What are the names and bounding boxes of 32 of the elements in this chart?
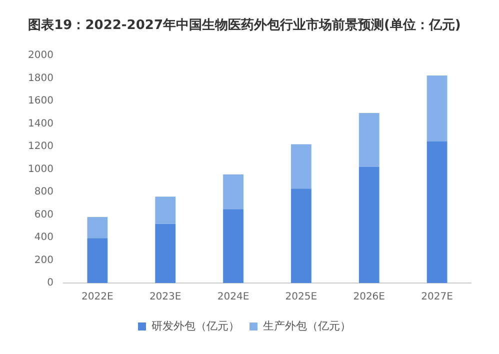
x-tick-label: 2023E: [149, 292, 182, 303]
bar: [426, 76, 448, 142]
bar: [291, 188, 312, 283]
bar: [291, 144, 312, 189]
y-tick-label: 1200: [28, 141, 54, 152]
bar: [87, 238, 108, 283]
y-tick-label: 1400: [28, 118, 54, 130]
x-tick-label: 2025E: [285, 292, 318, 303]
bar: [426, 141, 448, 283]
bar: [358, 167, 380, 283]
y-tick-label: 200: [34, 254, 54, 266]
x-tick-label: 2026E: [353, 292, 386, 303]
bar: [358, 113, 380, 168]
bar: [155, 224, 176, 283]
y-tick-label: 2000: [28, 50, 54, 62]
legend-label: 研发外包（亿元）: [152, 319, 240, 332]
y-tick-label: 400: [34, 232, 54, 244]
x-tick-label: 2024E: [217, 292, 250, 303]
y-tick-label: 600: [34, 209, 54, 220]
bar: [87, 217, 108, 238]
bar: [223, 209, 244, 283]
x-tick-label: 2022E: [82, 292, 114, 303]
bar: [155, 196, 176, 224]
chart-title: 图表19：2022-2027年中国生物医药外包行业市场前景预测(单位：亿元): [28, 17, 461, 34]
y-tick-label: 800: [34, 186, 54, 198]
legend-label: 生产外包（亿元）: [263, 319, 351, 332]
y-tick-label: 1800: [28, 72, 54, 84]
bar: [223, 174, 244, 210]
y-tick-label: 1600: [28, 96, 54, 107]
y-tick-label: 0: [47, 278, 54, 289]
y-tick-label: 1000: [28, 164, 54, 175]
x-tick-label: 2027E: [421, 292, 453, 303]
